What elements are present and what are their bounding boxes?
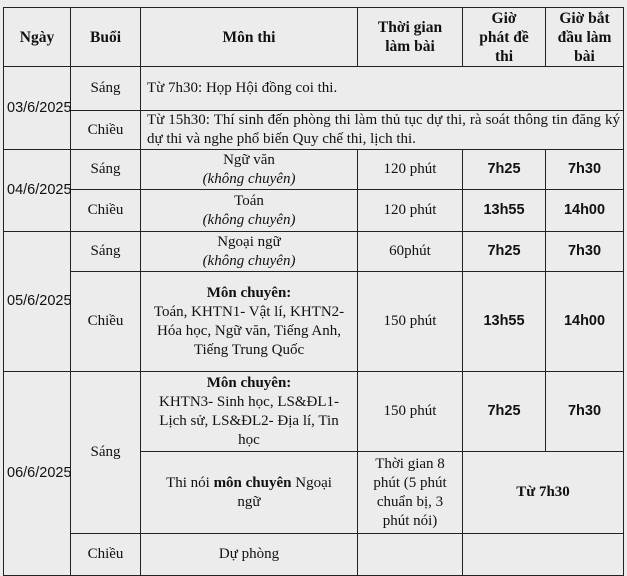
oral-text: Ngoại ngữ	[237, 474, 332, 510]
date-cell: 04/6/2025	[3, 149, 72, 232]
session-cell: Chiều	[70, 533, 141, 576]
session-cell: Chiều	[70, 110, 141, 150]
header-distribute: Giờ phát đề thi	[462, 7, 546, 67]
table-row: Chiều Dự phòng	[4, 533, 624, 576]
session-cell: Sáng	[70, 149, 141, 190]
session-cell: Chiều	[70, 271, 141, 372]
subject-cell: Toán (không chuyên)	[140, 189, 358, 232]
date-cell: 06/6/2025	[3, 371, 72, 576]
duration-cell: 120 phút	[357, 149, 463, 190]
duration-cell	[357, 533, 463, 576]
table-row: 06/6/2025 Sáng Môn chuyên: KHTN3- Sinh họ…	[3, 371, 624, 576]
distribute-cell: 7h25	[462, 231, 546, 272]
subject-name: Ngoại ngữ	[217, 233, 281, 250]
table-row: 04/6/2025 Sáng Ngữ văn (không chuyên) 120…	[3, 149, 624, 232]
session-cell: Sáng	[70, 66, 141, 111]
subject-note: (không chuyên)	[202, 252, 296, 269]
time-cell	[462, 533, 624, 576]
table-row: Chiều Từ 15h30: Thí sinh đến phòng thi l…	[4, 110, 624, 150]
subject-cell: Môn chuyên: KHTN3- Sinh học, LS&ĐL1- Lịch…	[140, 371, 358, 452]
start-cell: 7h30	[545, 371, 624, 452]
note-cell: Từ 15h30: Thí sinh đến phòng thi làm thủ…	[140, 110, 624, 150]
subject-name: Toán	[234, 192, 264, 209]
time-cell: Từ 7h30	[462, 451, 624, 534]
start-cell: 7h30	[545, 231, 624, 272]
header-row: Ngày Buổi Môn thi Thời gian làm bài Giờ …	[3, 7, 624, 67]
exam-schedule-table: Ngày Buổi Môn thi Thời gian làm bài Giờ …	[3, 7, 624, 576]
start-cell: 14h00	[545, 271, 624, 372]
distribute-cell: 7h25	[462, 149, 546, 190]
subject-cell: Môn chuyên: Toán, KHTN1- Vật lí, KHTN2- H…	[140, 271, 358, 372]
subject-title: Môn chuyên:	[206, 284, 292, 301]
distribute-cell: 7h25	[462, 371, 546, 452]
start-cell: 14h00	[545, 189, 624, 232]
table-row: Chiều Toán (không chuyên) 120 phút 13h55 …	[4, 189, 624, 232]
subject-cell: Dự phòng	[140, 533, 358, 576]
subject-cell: Thi nói môn chuyên Ngoại ngữ	[140, 451, 358, 534]
header-session: Buổi	[70, 7, 141, 67]
oral-text-bold: môn chuyên	[213, 474, 292, 491]
table-row: Chiều Môn chuyên: Toán, KHTN1- Vật lí, KH…	[4, 271, 624, 372]
subject-cell: Ngữ văn (không chuyên)	[140, 149, 358, 190]
duration-cell: 150 phút	[357, 371, 463, 452]
subject-list: Toán, KHTN1- Vật lí, KHTN2- Hóa học, Ngữ…	[153, 303, 345, 358]
header-date: Ngày	[3, 7, 71, 67]
header-duration: Thời gian làm bài	[357, 7, 463, 67]
duration-cell: Thời gian 8 phút (5 phút chuẩn bị, 3 phú…	[357, 451, 463, 534]
date-cell: 03/6/2025	[3, 66, 72, 150]
subject-cell: Ngoại ngữ (không chuyên)	[140, 231, 358, 272]
header-start: Giờ bắt đầu làm bài	[545, 7, 624, 67]
date-cell: 05/6/2025	[3, 231, 72, 372]
subject-note: (không chuyên)	[202, 211, 296, 228]
note-cell: Từ 7h30: Họp Hội đồng coi thi.	[140, 66, 624, 111]
subject-title: Môn chuyên:	[206, 374, 292, 391]
table-row: 05/6/2025 Sáng Ngoại ngữ (không chuyên) 6…	[3, 231, 624, 372]
duration-cell: 120 phút	[357, 189, 463, 232]
duration-cell: 60phút	[357, 231, 463, 272]
session-cell: Sáng	[70, 231, 141, 272]
oral-text: Thi nói	[166, 474, 214, 491]
subject-note: (không chuyên)	[202, 170, 296, 187]
start-cell: 7h30	[545, 149, 624, 190]
distribute-cell: 13h55	[462, 271, 546, 372]
header-subject: Môn thi	[140, 7, 358, 67]
subject-list: KHTN3- Sinh học, LS&ĐL1- Lịch sử, LS&ĐL2…	[159, 393, 339, 448]
duration-cell: 150 phút	[357, 271, 463, 372]
session-cell: Chiều	[70, 189, 141, 232]
session-cell: Sáng	[70, 371, 141, 534]
subject-name: Ngữ văn	[223, 151, 275, 168]
distribute-cell: 13h55	[462, 189, 546, 232]
table-row: 03/6/2025 Sáng Từ 7h30: Họp Hội đồng coi…	[3, 66, 624, 150]
